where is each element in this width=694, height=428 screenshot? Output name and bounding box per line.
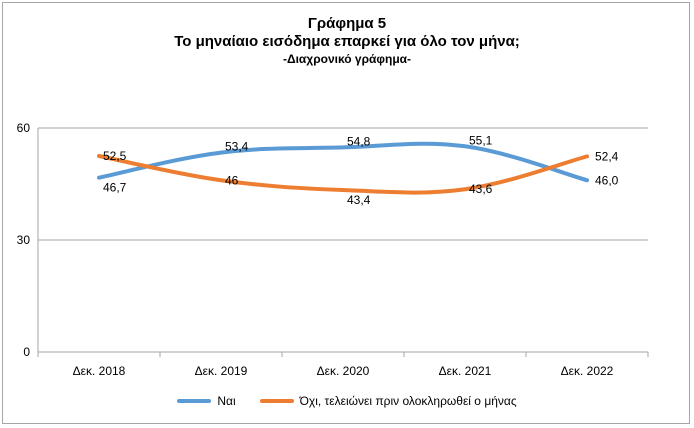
x-tick-label: Δεκ. 2021 [439,364,492,378]
x-tick-label: Δεκ. 2022 [561,364,614,378]
x-tick-label: Δεκ. 2019 [195,364,248,378]
series-line-1 [97,141,589,183]
chart-subtitle: Το μηναίαιο εισόδημα επαρκεί για όλο τον… [174,33,520,50]
y-tick-label: 0 [23,345,30,359]
data-point-series-2 [341,188,345,192]
data-point-series-2 [463,187,467,191]
x-tick-label: Δεκ. 2020 [317,364,370,378]
y-tick-label: 60 [17,121,31,135]
data-label-series-2: 43,6 [469,182,493,196]
data-point-series-1 [585,178,589,182]
y-tick-label: 30 [17,233,31,247]
legend-label-series-2: Όχι, τελειώνει πριν ολοκληρωθεί ο μήνας [299,394,517,408]
chart-note: -Διαχρονικό γράφημα- [282,52,412,66]
legend-item-series-2: Όχι, τελειώνει πριν ολοκληρωθεί ο μήνας [259,394,517,408]
x-tick-label: Δεκ. 2018 [73,364,126,378]
data-label-series-1: 55,1 [469,133,493,147]
legend-swatch-series-2 [259,399,294,403]
data-point-series-2 [219,178,223,182]
data-label-series-1: 46,7 [103,181,127,195]
chart-title: Γράφημα 5 [307,15,387,32]
legend-swatch-series-1 [177,399,212,403]
data-point-series-1 [463,144,467,148]
data-label-series-1: 53,4 [225,140,249,154]
data-point-series-1 [97,176,101,180]
data-label-series-2: 52,4 [595,149,619,163]
data-point-series-2 [585,154,589,158]
chart-frame [2,2,690,424]
data-label-series-1: 46,0 [595,173,619,187]
legend-item-series-1: Ναι [177,394,236,408]
data-label-series-1: 54,8 [347,134,371,148]
data-label-series-2: 46 [225,173,239,187]
chart-legend: Ναι Όχι, τελειώνει πριν ολοκληρωθεί ο μή… [0,394,694,408]
data-label-series-2: 43,4 [347,193,371,207]
data-point-series-2 [97,154,101,158]
data-point-series-1 [219,151,223,155]
legend-label-series-1: Ναι [217,394,236,408]
data-point-series-1 [341,145,345,149]
data-label-series-2: 52,5 [103,149,127,163]
